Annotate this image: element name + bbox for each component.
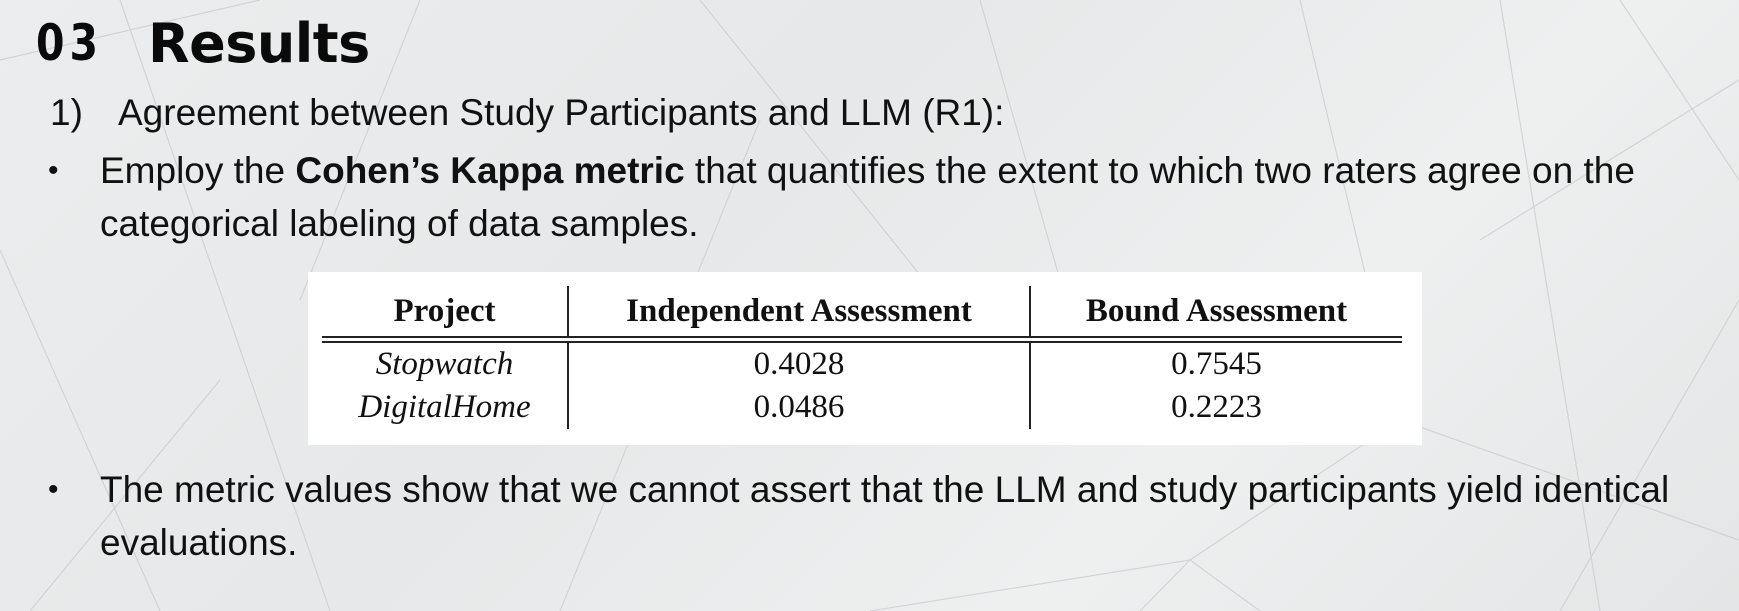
results-table: Project Independent Assessment Bound Ass… bbox=[322, 286, 1402, 429]
cell-project: DigitalHome bbox=[322, 386, 569, 429]
numbered-item: 1) Agreement between Study Participants … bbox=[50, 92, 1004, 134]
table-row: Stopwatch 0.4028 0.7545 bbox=[322, 339, 1402, 386]
cell-project: Stopwatch bbox=[322, 339, 569, 386]
bullet-conclusion: • The metric values show that we cannot … bbox=[48, 463, 1688, 569]
header-bound-assessment: Bound Assessment bbox=[1030, 286, 1402, 343]
cell-bound: 0.2223 bbox=[1171, 389, 1262, 425]
header-independent-assessment: Independent Assessment bbox=[568, 286, 1031, 343]
item-text: Agreement between Study Participants and… bbox=[118, 92, 1005, 133]
cell-bound: 0.7545 bbox=[1171, 346, 1262, 382]
bullet-cohens-kappa: • Employ the Cohen’s Kappa metric that q… bbox=[48, 144, 1688, 250]
bullet-icon: • bbox=[48, 473, 59, 506]
section-number: 03 bbox=[36, 14, 103, 72]
bullet-text-bold: Cohen’s Kappa metric bbox=[295, 150, 685, 191]
cell-independent: 0.0486 bbox=[568, 386, 1031, 429]
item-number: 1) bbox=[50, 92, 83, 133]
title-text: Results bbox=[148, 11, 370, 75]
results-table-image: Project Independent Assessment Bound Ass… bbox=[308, 272, 1422, 445]
header-project: Project bbox=[322, 286, 569, 343]
bullet-text: The metric values show that we cannot as… bbox=[100, 469, 1670, 563]
bullet-text-post: that quantifies the extent to which two … bbox=[100, 150, 1635, 244]
table-row: DigitalHome 0.0486 0.2223 bbox=[322, 386, 1402, 429]
table-header-row: Project Independent Assessment Bound Ass… bbox=[322, 286, 1402, 343]
slide-title: 03 Results bbox=[36, 8, 370, 78]
bullet-text: Employ the Cohen’s Kappa metric that qua… bbox=[100, 144, 1688, 250]
cell-independent: 0.4028 bbox=[568, 339, 1031, 386]
bullet-text-pre: Employ the bbox=[100, 150, 296, 191]
bullet-icon: • bbox=[48, 154, 59, 187]
